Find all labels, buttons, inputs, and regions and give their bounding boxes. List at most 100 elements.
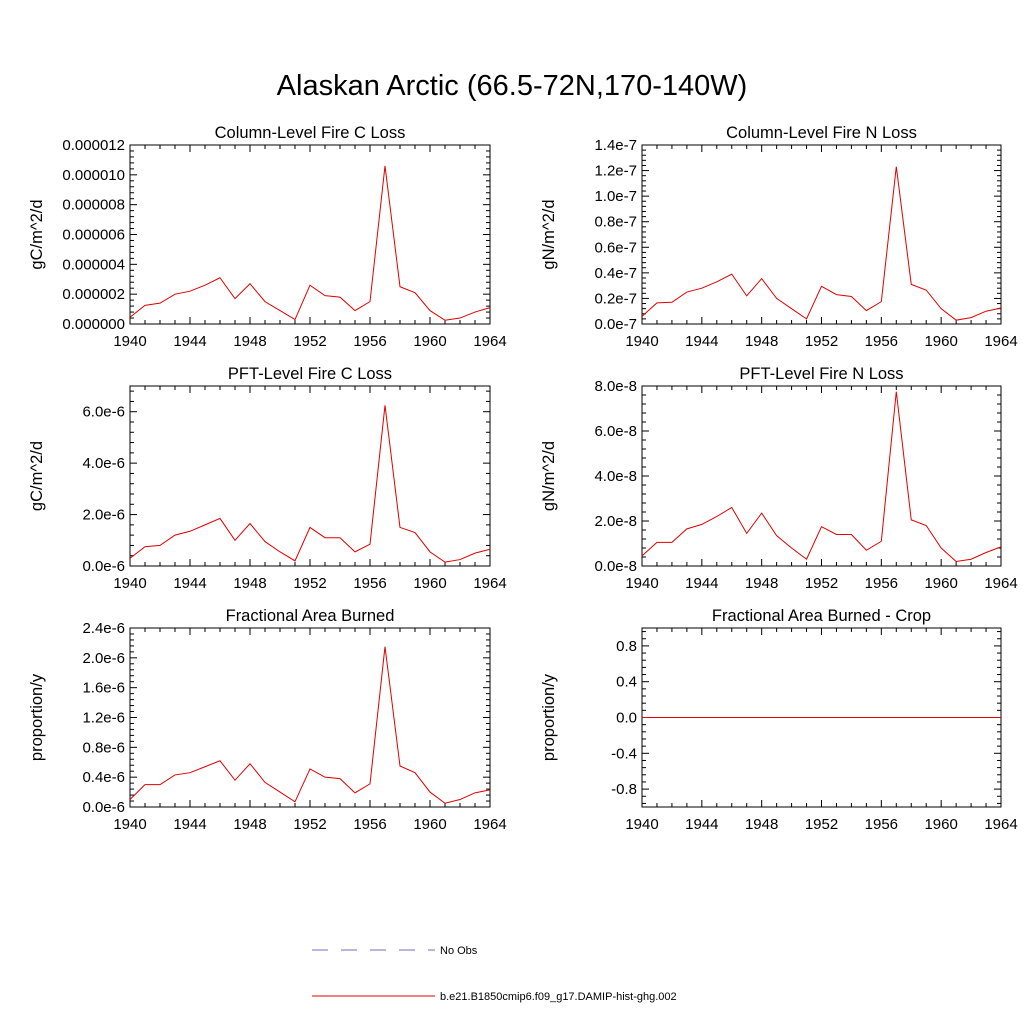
x-tick-label: 1948 xyxy=(745,575,778,592)
x-tick-label: 1944 xyxy=(685,816,718,833)
x-tick-label: 1964 xyxy=(984,575,1017,592)
panel-title: Column-Level Fire N Loss xyxy=(726,124,917,142)
x-tick-label: 1952 xyxy=(293,816,326,833)
y-tick-label: 0.8e-6 xyxy=(82,739,125,756)
x-tick-label: 1952 xyxy=(805,575,838,592)
y-tick-label: 0.0e-6 xyxy=(82,558,125,575)
x-tick-label: 1956 xyxy=(865,575,898,592)
x-tick-label: 1948 xyxy=(233,816,266,833)
legend: No Obs b.e21.B1850cmip6.f09_g17.DAMIP-hi… xyxy=(312,945,677,1003)
x-tick-label: 1956 xyxy=(865,816,898,833)
series-line xyxy=(641,391,1002,563)
x-tick-label: 1952 xyxy=(805,816,838,833)
x-tick-label: 1960 xyxy=(413,333,446,350)
y-tick-label: 0.000002 xyxy=(62,286,125,303)
y-tick-label: 0.000008 xyxy=(62,197,125,214)
plot-frame xyxy=(129,627,491,808)
panel-title: Fractional Area Burned xyxy=(226,607,395,625)
x-tick-label: 1960 xyxy=(924,333,957,350)
panel-title: Column-Level Fire C Loss xyxy=(215,124,406,142)
y-tick-label: 1.2e-6 xyxy=(82,710,125,727)
x-tick-label: 1952 xyxy=(293,333,326,350)
chart-panels: 1940 1944 1948 1952 1956 1960 19640.0000000.00… xyxy=(28,124,1018,833)
y-tick-label: 0.8e-7 xyxy=(594,214,637,231)
x-tick-label: 1964 xyxy=(473,575,506,592)
y-axis-label: proportion/y xyxy=(540,673,558,761)
x-tick-label: 1956 xyxy=(353,575,386,592)
y-tick-label: 0.4e-7 xyxy=(594,265,637,282)
x-tick-label: 1948 xyxy=(745,816,778,833)
y-tick-label: 2.0e-6 xyxy=(82,507,125,524)
y-tick-label: 2.0e-6 xyxy=(82,650,125,667)
y-tick-label: 2.4e-6 xyxy=(82,620,125,637)
x-tick-label: 1944 xyxy=(685,333,718,350)
panel-title: PFT-Level Fire C Loss xyxy=(228,365,392,383)
y-tick-label: -0.4 xyxy=(611,745,637,762)
chart-column-level-fire-n-loss: 1940 1944 1948 1952 1956 1960 1964 0.0e-7 0.2e-7… xyxy=(540,124,1018,350)
y-tick-label: 0.000012 xyxy=(62,137,125,154)
y-tick-label: 0.4e-6 xyxy=(82,769,125,786)
y-tick-label: 1.2e-7 xyxy=(594,163,637,180)
x-tick-label: 1956 xyxy=(353,816,386,833)
x-tick-label: 1960 xyxy=(924,575,957,592)
x-tick-label: 1940 xyxy=(113,333,146,350)
y-axis-label: gC/m^2/d xyxy=(28,199,46,269)
y-tick-label: 0.000006 xyxy=(62,227,125,244)
x-tick-label: 1944 xyxy=(173,575,206,592)
x-tick-label: 1940 xyxy=(113,816,146,833)
y-tick-label: 0.0 xyxy=(616,710,637,727)
series-line xyxy=(129,646,491,804)
y-tick-label: 0.6e-7 xyxy=(594,239,637,256)
chart-pft-level-fire-n-loss: 1940 1944 1948 1952 1956 1960 1964 0.0e-8 2.0e-8… xyxy=(540,365,1018,592)
y-tick-label: 1.4e-7 xyxy=(594,137,637,154)
y-tick-label: -0.8 xyxy=(611,781,637,798)
series-line xyxy=(129,405,491,563)
x-tick-label: 1964 xyxy=(473,333,506,350)
x-tick-label: 1964 xyxy=(984,816,1017,833)
x-tick-label: 1940 xyxy=(625,333,658,350)
y-tick-label: 0.8 xyxy=(616,638,637,655)
y-tick-label: 4.0e-8 xyxy=(594,468,637,485)
x-tick-label: 1940 xyxy=(625,575,658,592)
y-tick-label: 4.0e-6 xyxy=(82,455,125,472)
x-tick-label: 1956 xyxy=(865,333,898,350)
chart-column-level-fire-c-loss: 1940 1944 1948 1952 1956 1960 1964 0.000000 0.00… xyxy=(28,124,507,350)
y-tick-label: 8.0e-8 xyxy=(594,378,637,395)
plot-frame xyxy=(129,144,491,325)
plot-frame xyxy=(641,144,1002,325)
x-tick-label: 1948 xyxy=(233,575,266,592)
legend-label-run: b.e21.B1850cmip6.f09_g17.DAMIP-hist-ghg.… xyxy=(440,991,677,1003)
y-tick-label: 0.000010 xyxy=(62,167,125,184)
x-tick-label: 1960 xyxy=(413,575,446,592)
figure-title: Alaskan Arctic (66.5-72N,170-140W) xyxy=(276,70,748,102)
y-tick-label: 0.4 xyxy=(616,674,637,691)
series-line xyxy=(129,165,491,321)
chart-fractional-area-burned: 1940 1944 1948 1952 1956 1960 1964 0.0e-6 0.4e-6… xyxy=(28,607,507,833)
y-tick-label: 0.0e-8 xyxy=(594,558,637,575)
x-tick-label: 1952 xyxy=(805,333,838,350)
x-tick-label: 1948 xyxy=(233,333,266,350)
y-axis-label: gC/m^2/d xyxy=(28,441,46,511)
y-tick-label: 1.0e-7 xyxy=(594,188,637,205)
chart-pft-level-fire-c-loss: 1940 1944 1948 1952 1956 1960 1964 0.0e-6 2.0e-6… xyxy=(28,365,507,592)
y-axis-label: proportion/y xyxy=(28,673,46,761)
x-tick-label: 1948 xyxy=(745,333,778,350)
x-tick-label: 1960 xyxy=(413,816,446,833)
x-tick-label: 1964 xyxy=(473,816,506,833)
y-tick-label: 0.0e-7 xyxy=(594,316,637,333)
x-tick-label: 1940 xyxy=(625,816,658,833)
y-tick-label: 1.6e-6 xyxy=(82,680,125,697)
legend-label-no-obs: No Obs xyxy=(440,945,478,957)
x-tick-label: 1952 xyxy=(293,575,326,592)
panel-title: Fractional Area Burned - Crop xyxy=(712,607,931,625)
x-tick-label: 1956 xyxy=(353,333,386,350)
y-tick-label: 0.0e-6 xyxy=(82,799,125,816)
x-tick-label: 1944 xyxy=(685,575,718,592)
x-tick-label: 1960 xyxy=(924,816,957,833)
chart-fractional-area-burned-crop: 1940 1944 1948 1952 1956 1960 1964 -0.8 -0.4 0.0 0… xyxy=(540,607,1018,833)
x-tick-label: 1944 xyxy=(173,816,206,833)
plot-frame xyxy=(641,385,1002,567)
y-tick-label: 0.000004 xyxy=(62,256,125,273)
panel-title: PFT-Level Fire N Loss xyxy=(739,365,903,383)
